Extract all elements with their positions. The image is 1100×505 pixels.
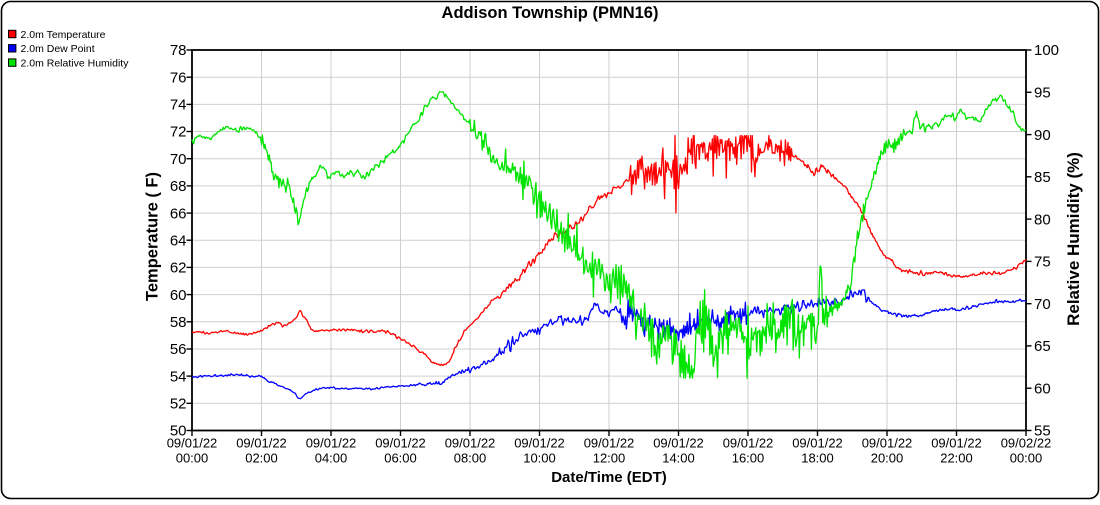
svg-text:56: 56 (170, 341, 187, 358)
svg-text:09/01/22: 09/01/22 (167, 436, 218, 451)
svg-text:68: 68 (170, 178, 187, 195)
svg-text:70: 70 (170, 151, 187, 168)
svg-text:20:00: 20:00 (871, 451, 904, 466)
svg-text:80: 80 (1034, 211, 1051, 228)
svg-text:76: 76 (170, 69, 187, 86)
svg-text:Temperature ( F): Temperature ( F) (144, 172, 162, 301)
svg-text:74: 74 (170, 97, 187, 114)
svg-text:55: 55 (1034, 423, 1051, 440)
svg-text:62: 62 (170, 260, 187, 277)
svg-text:06:00: 06:00 (384, 451, 417, 466)
svg-text:2.0m Temperature: 2.0m Temperature (21, 29, 106, 41)
svg-text:66: 66 (170, 205, 187, 222)
svg-text:90: 90 (1034, 127, 1051, 144)
svg-text:2.0m Relative Humidity: 2.0m Relative Humidity (21, 57, 130, 69)
svg-text:65: 65 (1034, 338, 1051, 355)
svg-text:09/01/22: 09/01/22 (375, 436, 426, 451)
svg-text:04:00: 04:00 (315, 451, 348, 466)
svg-text:60: 60 (1034, 380, 1051, 397)
svg-text:09/01/22: 09/01/22 (653, 436, 704, 451)
svg-text:70: 70 (1034, 296, 1051, 313)
svg-text:09/01/22: 09/01/22 (236, 436, 287, 451)
svg-text:09/01/22: 09/01/22 (723, 436, 774, 451)
svg-text:09/01/22: 09/01/22 (445, 436, 496, 451)
svg-text:00:00: 00:00 (176, 451, 209, 466)
svg-text:08:00: 08:00 (454, 451, 487, 466)
svg-text:64: 64 (170, 232, 187, 249)
svg-text:54: 54 (170, 368, 187, 385)
svg-text:00:00: 00:00 (1010, 451, 1043, 466)
svg-text:12:00: 12:00 (593, 451, 626, 466)
svg-text:09/02/22: 09/02/22 (1001, 436, 1052, 451)
svg-text:72: 72 (170, 124, 187, 141)
svg-text:14:00: 14:00 (662, 451, 695, 466)
svg-text:95: 95 (1034, 85, 1051, 102)
svg-text:52: 52 (170, 396, 187, 413)
svg-text:75: 75 (1034, 254, 1051, 271)
svg-text:60: 60 (170, 287, 187, 304)
svg-text:50: 50 (170, 423, 187, 440)
svg-text:10:00: 10:00 (523, 451, 556, 466)
svg-text:09/01/22: 09/01/22 (931, 436, 982, 451)
svg-text:09/01/22: 09/01/22 (306, 436, 357, 451)
svg-text:85: 85 (1034, 169, 1051, 186)
svg-text:2.0m Dew Point: 2.0m Dew Point (21, 43, 95, 55)
svg-text:78: 78 (170, 42, 187, 59)
svg-text:09/01/22: 09/01/22 (584, 436, 635, 451)
svg-text:09/01/22: 09/01/22 (792, 436, 843, 451)
svg-text:02:00: 02:00 (245, 451, 278, 466)
svg-text:09/01/22: 09/01/22 (862, 436, 913, 451)
svg-text:100: 100 (1034, 42, 1059, 59)
svg-text:16:00: 16:00 (732, 451, 765, 466)
svg-text:22:00: 22:00 (940, 451, 973, 466)
svg-text:18:00: 18:00 (801, 451, 834, 466)
svg-text:58: 58 (170, 314, 187, 331)
svg-text:Addison Township (PMN16): Addison Township (PMN16) (442, 4, 659, 22)
svg-text:09/01/22: 09/01/22 (514, 436, 565, 451)
svg-text:Relative Humidity (%): Relative Humidity (%) (1064, 152, 1083, 326)
svg-text:Date/Time (EDT): Date/Time (EDT) (551, 469, 667, 486)
